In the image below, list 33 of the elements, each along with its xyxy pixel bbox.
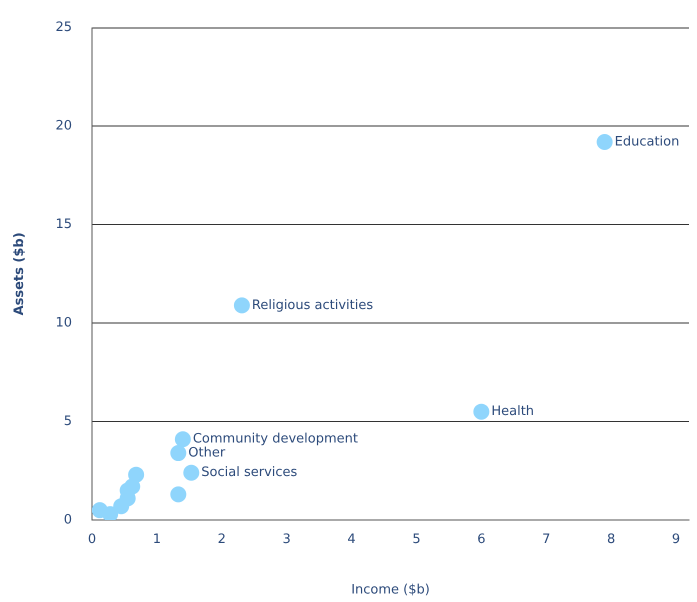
point [170, 445, 186, 462]
y-tick-label: 0 [64, 512, 72, 528]
y-tick-label: 5 [64, 414, 72, 429]
point [170, 486, 186, 502]
annotation: Community development [192, 432, 358, 447]
x-tick-label: 8 [606, 532, 616, 548]
point [234, 297, 250, 314]
y-tick-label: 15 [55, 217, 72, 232]
x-tick-label: 3 [282, 532, 291, 548]
x-axis-title: Income ($b) [351, 582, 430, 598]
annotation: Social services [201, 465, 298, 480]
x-tick-label: 6 [477, 532, 486, 548]
x-tick-label: 7 [542, 532, 550, 548]
point [473, 404, 490, 420]
x-tick-label: 0 [88, 532, 96, 548]
annotation: Religious activities [252, 298, 374, 313]
x-tick-label: 1 [152, 532, 162, 548]
y-tick-label: 20 [55, 118, 72, 134]
annotation: Other [188, 445, 226, 460]
y-tick-label: 10 [55, 315, 72, 330]
x-tick-label: 5 [412, 532, 421, 548]
point [113, 498, 130, 514]
x-tick-label: 9 [672, 532, 680, 548]
x-tick-label: 4 [347, 532, 356, 548]
point [174, 431, 191, 448]
annotation: Health [491, 404, 534, 420]
y-axis-title: Assets ($b) [12, 232, 28, 316]
y-tick-label: 25 [55, 20, 72, 36]
x-tick-label: 2 [218, 532, 226, 548]
point [596, 134, 613, 150]
annotation: Education [614, 134, 680, 150]
point [92, 502, 108, 518]
point [183, 464, 200, 481]
